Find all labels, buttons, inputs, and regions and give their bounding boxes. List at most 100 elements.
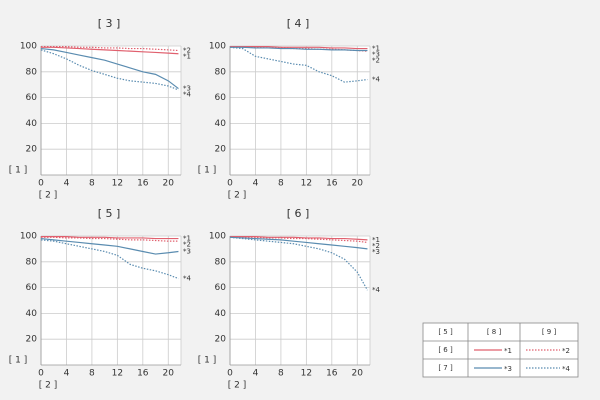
x-tick-label: 20 <box>352 179 364 189</box>
x-tick-label: 8 <box>89 369 95 379</box>
y-tick-label: 20 <box>215 335 227 345</box>
x-tick-label: 4 <box>64 369 70 379</box>
y-tick-label: 100 <box>20 232 37 242</box>
series-end-label: *3 <box>372 51 380 59</box>
series-line <box>230 236 368 241</box>
table-cell: [ 6 ] <box>438 346 453 354</box>
x-axis-label: [ 2 ] <box>228 381 246 391</box>
x-axis-label: [ 2 ] <box>39 381 57 391</box>
table-cell: *4 <box>562 365 571 373</box>
table-header: [ 9 ] <box>542 328 557 336</box>
y-tick-label: 20 <box>26 335 38 345</box>
table-header: [ 8 ] <box>487 328 502 336</box>
table-cell: [ 7 ] <box>438 364 453 372</box>
x-tick-label: 4 <box>253 179 259 189</box>
y-tick-label: 100 <box>209 42 226 52</box>
y-tick-label: 20 <box>26 145 38 155</box>
series-end-label: *4 <box>183 275 192 283</box>
x-tick-label: 0 <box>227 369 233 379</box>
x-tick-label: 16 <box>137 179 149 189</box>
y-tick-label: 100 <box>209 232 226 242</box>
x-tick-label: 4 <box>64 179 70 189</box>
table-cell: *2 <box>562 347 570 355</box>
series-line <box>230 46 368 52</box>
table-cell: *3 <box>504 365 512 373</box>
chart-title: [ 5 ] <box>98 207 121 220</box>
x-tick-label: 16 <box>326 369 338 379</box>
x-tick-label: 12 <box>112 369 123 379</box>
series-line <box>229 236 368 250</box>
x-tick-label: 12 <box>301 369 312 379</box>
x-tick-label: 0 <box>38 369 44 379</box>
chart-title: [ 6 ] <box>287 207 310 220</box>
series-line <box>229 236 368 291</box>
table-cell: *1 <box>504 347 512 355</box>
series-line <box>41 236 179 242</box>
series-line <box>40 49 179 91</box>
x-axis-label: [ 2 ] <box>228 191 246 201</box>
series-end-label: *4 <box>183 91 192 99</box>
plot-area <box>230 236 370 365</box>
series-end-label: *2 <box>372 242 380 250</box>
x-tick-label: 0 <box>227 179 233 189</box>
x-tick-label: 0 <box>38 179 44 189</box>
y-tick-label: 60 <box>26 93 38 103</box>
x-tick-label: 8 <box>278 179 284 189</box>
plot-area <box>41 46 181 175</box>
y-tick-label: 80 <box>215 67 227 77</box>
series-end-label: *1 <box>183 235 191 243</box>
y-tick-label: 40 <box>26 309 38 319</box>
x-tick-label: 8 <box>278 369 284 379</box>
y-axis-label: [ 1 ] <box>198 356 216 366</box>
y-tick-label: 80 <box>26 67 38 77</box>
plot-area <box>41 236 181 365</box>
table-header: [ 5 ] <box>438 328 453 336</box>
y-tick-label: 40 <box>215 119 227 129</box>
series-end-label: *4 <box>372 76 381 84</box>
series-end-label: *1 <box>183 53 191 61</box>
y-tick-label: 40 <box>26 119 38 129</box>
series-line <box>230 46 368 50</box>
series-end-label: *3 <box>183 85 191 93</box>
series-line <box>40 47 179 90</box>
y-tick-label: 40 <box>215 309 227 319</box>
x-tick-label: 20 <box>163 179 175 189</box>
series-end-label: *1 <box>372 236 380 244</box>
series-end-label: *2 <box>372 57 380 65</box>
y-axis-label: [ 1 ] <box>9 166 27 176</box>
x-tick-label: 16 <box>137 369 149 379</box>
y-tick-label: 60 <box>26 283 38 293</box>
x-tick-label: 20 <box>163 369 175 379</box>
x-axis-label: [ 2 ] <box>39 191 57 201</box>
series-end-label: *1 <box>372 45 380 53</box>
series-end-label: *2 <box>183 241 191 249</box>
y-tick-label: 60 <box>215 283 227 293</box>
x-tick-label: 16 <box>326 179 338 189</box>
chart-title: [ 3 ] <box>98 17 121 30</box>
y-tick-label: 20 <box>215 145 227 155</box>
plot-area <box>230 46 370 175</box>
y-tick-label: 80 <box>215 257 227 267</box>
series-line <box>230 236 368 244</box>
x-tick-label: 8 <box>89 179 95 189</box>
series-end-label: *2 <box>183 47 191 55</box>
series-line <box>229 46 368 83</box>
y-axis-label: [ 1 ] <box>198 166 216 176</box>
x-tick-label: 4 <box>253 369 259 379</box>
series-line <box>41 46 179 52</box>
y-tick-label: 60 <box>215 93 227 103</box>
x-tick-label: 20 <box>352 369 364 379</box>
series-line <box>41 46 179 55</box>
series-end-label: *3 <box>372 248 380 256</box>
series-line <box>40 237 179 255</box>
y-tick-label: 100 <box>20 42 37 52</box>
x-tick-label: 12 <box>301 179 312 189</box>
chart-title: [ 4 ] <box>287 17 310 30</box>
y-axis-label: [ 1 ] <box>9 356 27 366</box>
series-end-label: *4 <box>372 286 381 294</box>
series-line <box>41 236 179 240</box>
y-tick-label: 80 <box>26 257 38 267</box>
series-end-label: *3 <box>183 247 191 255</box>
x-tick-label: 12 <box>112 179 123 189</box>
